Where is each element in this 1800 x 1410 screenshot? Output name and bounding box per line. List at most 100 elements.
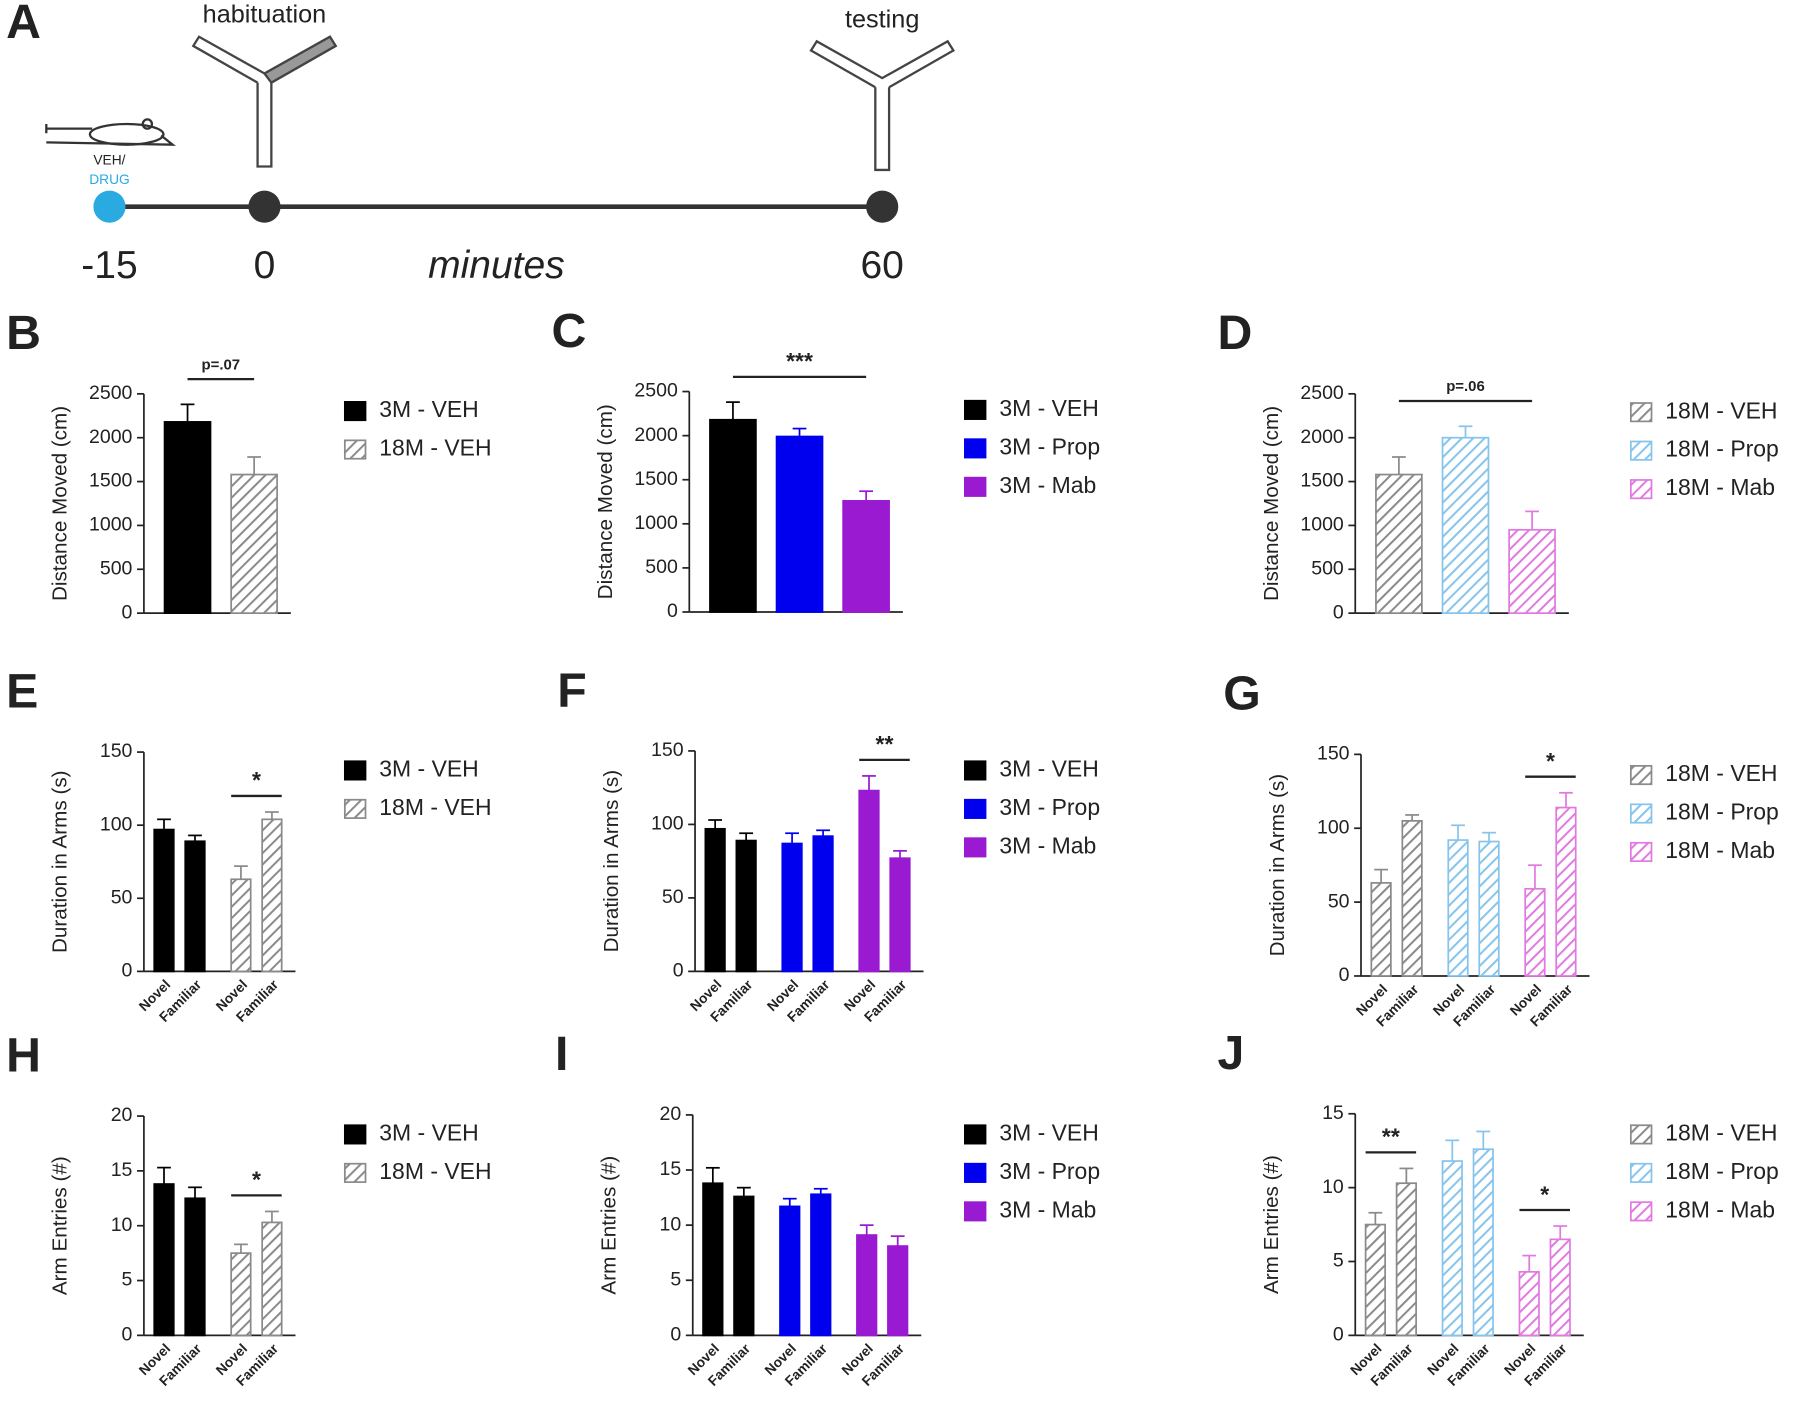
legend-label: 18M - VEH [379,1158,491,1184]
panel-letter: F [557,663,586,717]
y-tick-label: 2000 [89,426,133,448]
bar [704,827,726,973]
legend-swatch [964,1201,987,1222]
legend-swatch [1629,1124,1653,1145]
significance-label: * [252,767,261,793]
legend-label: 18M - Prop [1665,1158,1779,1184]
bar [810,1193,832,1337]
legend-label: 3M - Mab [999,832,1096,858]
timeline-dot [93,190,126,223]
legend-label: 18M - VEH [1665,397,1777,423]
y-tick-label: 10 [660,1213,682,1235]
legend-swatch [964,760,987,781]
bar [1401,819,1423,977]
bar [858,789,880,973]
bar [889,857,911,973]
legend-label: 3M - Mab [999,472,1096,498]
bar [735,839,757,973]
significance-label: ** [1382,1124,1400,1150]
y-axis-label: Duration in Arms (s) [600,770,623,953]
bar [1549,1238,1571,1337]
legend-label: 18M - Mab [1665,474,1775,500]
significance-label: ** [876,731,894,757]
bar [812,835,834,973]
legend-swatch [1629,764,1653,786]
y-tick-label: 1500 [1300,470,1344,492]
legend-label: 18M - Mab [1665,1196,1775,1222]
y-tick-label: 2500 [89,382,133,404]
time-unit: minutes [428,244,565,287]
legend-label: 3M - VEH [999,395,1098,421]
legend-label: 3M - VEH [999,756,1098,782]
y-axis-label: Duration in Arms (s) [1266,774,1289,957]
timeline-dot [248,190,281,223]
y-tick-label: 15 [1322,1102,1344,1124]
y-tick-label: 100 [100,813,133,835]
bar [163,421,212,615]
legend-swatch [964,399,987,420]
legend-swatch [964,438,987,459]
y-axis-label: Distance Moved (cm) [594,404,617,599]
bar [184,1197,206,1337]
y-tick-label: 0 [1333,1324,1344,1346]
legend-label: 18M - VEH [1665,1119,1777,1145]
y-tick-label: 2500 [1300,382,1344,404]
legend-swatch [964,1162,987,1183]
bar [702,1182,724,1337]
y-tick-label: 0 [670,1324,681,1346]
legend-label: 3M - Prop [999,794,1100,820]
y-tick-label: 50 [1328,890,1350,912]
bar [887,1245,909,1337]
y-tick-label: 2000 [634,424,678,446]
panel-letter: C [552,304,587,358]
legend-swatch [1629,402,1653,423]
bar [1375,473,1423,615]
y-tick-label: 1000 [1300,514,1344,536]
significance-label: * [1546,748,1555,774]
y-tick-label: 0 [122,960,133,982]
bar [1524,887,1546,977]
bar [709,418,757,613]
bar [153,828,175,973]
legend-swatch [343,1124,367,1145]
panel-letter: E [6,664,38,718]
legend-label: 3M - VEH [379,756,478,782]
panel-letter: J [1217,1026,1244,1080]
bar [1472,1148,1494,1337]
y-tick-label: 500 [100,557,133,579]
y-axis-label: Arm Entries (#) [1260,1155,1283,1294]
legend-swatch [1629,1201,1653,1222]
bar [779,1205,801,1337]
legend-label: 18M - Prop [1665,799,1779,825]
legend-label: 18M - Prop [1665,436,1779,462]
panel-letter: D [1217,306,1252,360]
legend-label: 18M - Mab [1665,837,1775,863]
bar [775,435,824,613]
legend-label: 3M - VEH [999,1119,1098,1145]
bar [230,1252,252,1337]
bar [230,878,252,973]
event-label: testing [845,5,919,33]
y-tick-label: 10 [1322,1176,1344,1198]
y-tick-label: 5 [122,1269,133,1291]
y-tick-label: 1000 [89,514,133,536]
legend-swatch [964,476,987,497]
time-label: -15 [81,244,137,287]
y-tick-label: 20 [111,1104,133,1126]
bar [733,1195,755,1337]
y-axis-label: Distance Moved (cm) [1260,406,1283,601]
y-tick-label: 50 [662,886,684,908]
legend-swatch [1629,841,1653,863]
panel-letter: B [6,306,41,360]
legend-label: 3M - Prop [999,1158,1100,1184]
bar [1447,839,1469,977]
bar [261,818,283,973]
legend-swatch [1629,1162,1653,1183]
panel-letter: G [1223,667,1261,721]
bar [1441,436,1490,615]
panel-letter: I [555,1027,568,1081]
bar [1518,1270,1540,1337]
bar [1508,528,1556,615]
y-tick-label: 150 [1317,743,1350,765]
